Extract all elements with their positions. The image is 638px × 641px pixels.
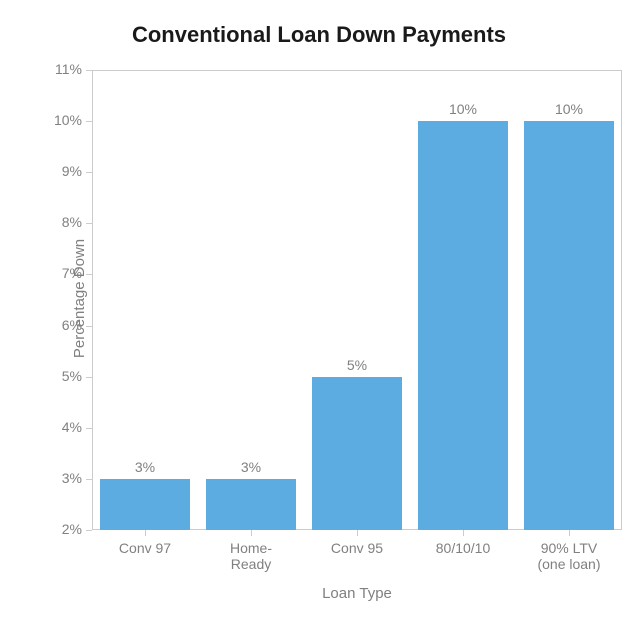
y-tick-label: 5% (44, 368, 82, 384)
x-tick (357, 530, 358, 536)
y-tick (86, 326, 92, 327)
y-tick-label: 3% (44, 470, 82, 486)
x-tick (251, 530, 252, 536)
x-tick-label: 80/10/10 (410, 540, 516, 556)
chart-title: Conventional Loan Down Payments (0, 22, 638, 48)
y-axis-label: Percentage Down (71, 239, 88, 358)
bar (524, 121, 614, 530)
x-tick (463, 530, 464, 536)
y-tick-label: 7% (44, 265, 82, 281)
bar-value-label: 5% (317, 357, 397, 373)
y-tick (86, 172, 92, 173)
y-tick-label: 2% (44, 521, 82, 537)
y-tick (86, 223, 92, 224)
y-tick (86, 121, 92, 122)
y-tick-label: 9% (44, 163, 82, 179)
x-tick-label: Conv 95 (304, 540, 410, 556)
x-tick-label: 90% LTV(one loan) (516, 540, 622, 572)
x-tick-label: Home-Ready (198, 540, 304, 572)
bar-value-label: 10% (423, 101, 503, 117)
x-tick (145, 530, 146, 536)
y-tick (86, 377, 92, 378)
bar (100, 479, 190, 530)
bar-value-label: 10% (529, 101, 609, 117)
y-tick (86, 428, 92, 429)
y-tick-label: 4% (44, 419, 82, 435)
x-tick-label: Conv 97 (92, 540, 198, 556)
y-tick (86, 70, 92, 71)
y-tick-label: 8% (44, 214, 82, 230)
bar (206, 479, 296, 530)
y-tick (86, 530, 92, 531)
y-tick-label: 6% (44, 317, 82, 333)
y-tick (86, 274, 92, 275)
bar (418, 121, 508, 530)
bar-value-label: 3% (105, 459, 185, 475)
y-tick-label: 10% (44, 112, 82, 128)
y-tick-label: 11% (44, 61, 82, 77)
bar-value-label: 3% (211, 459, 291, 475)
bar (312, 377, 402, 530)
y-tick (86, 479, 92, 480)
x-tick (569, 530, 570, 536)
x-axis-label: Loan Type (92, 585, 622, 602)
